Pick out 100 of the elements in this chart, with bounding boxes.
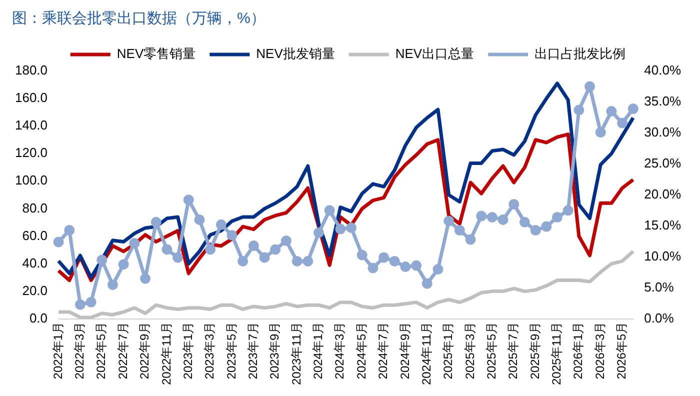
y-tick-label: 80.0 <box>22 200 48 216</box>
x-tick-label: 2025年9月 <box>528 322 542 380</box>
x-tick-label: 2022年1月 <box>50 322 65 380</box>
point <box>574 104 584 116</box>
point <box>118 259 129 270</box>
y2-tick-label: 30.0% <box>644 124 682 140</box>
y2-tick-label: 15.0% <box>644 217 682 232</box>
x-tick-label: 2024年7月 <box>376 322 390 380</box>
x-tick-label: 2024年11月 <box>419 322 434 386</box>
point <box>150 216 162 228</box>
point <box>628 104 638 114</box>
x-tick-label: 2023年11月 <box>289 322 304 386</box>
point <box>498 214 508 225</box>
point <box>129 238 140 249</box>
y-tick-label: 60.0 <box>22 228 48 243</box>
x-tick-label: 2026年1月 <box>571 322 586 380</box>
point <box>86 296 96 308</box>
y2-tick-label: 0.0% <box>644 310 674 326</box>
x-tick-label: 2023年9月 <box>268 322 282 380</box>
point <box>606 106 617 117</box>
legend-label: NEV批发销量 <box>256 46 335 62</box>
y2-tick-label: 25.0% <box>644 156 682 171</box>
point <box>205 244 216 255</box>
x-tick-label: 2025年3月 <box>462 322 477 380</box>
point <box>444 216 454 226</box>
point <box>162 244 172 255</box>
point <box>313 227 324 238</box>
point <box>389 256 400 266</box>
point <box>226 230 238 240</box>
x-tick-label: 2023年3月 <box>202 322 217 380</box>
x-tick-label: 2026年5月 <box>614 322 629 380</box>
point <box>194 214 205 225</box>
point <box>465 234 476 245</box>
point <box>584 81 596 92</box>
y-tick-label: 140.0 <box>14 118 48 133</box>
point <box>335 224 346 234</box>
x-tick-label: 2023年1月 <box>180 322 195 380</box>
x-tick-label: 2024年3月 <box>332 322 347 380</box>
point <box>454 224 465 236</box>
y-tick-label: 160.0 <box>14 90 48 106</box>
y-tick-label: 180.0 <box>14 62 48 78</box>
point <box>486 212 498 222</box>
point <box>400 262 411 272</box>
y2-tick-label: 5.0% <box>644 279 674 294</box>
x-tick-label: 2025年1月 <box>441 322 456 380</box>
point <box>476 210 487 222</box>
x-tick-label: 2022年9月 <box>138 322 152 380</box>
point <box>508 198 520 210</box>
point <box>324 205 335 216</box>
x-tick-label: 2022年3月 <box>72 322 87 380</box>
x-tick-label: 2023年7月 <box>246 322 260 380</box>
legend-label: 出口占批发比例 <box>534 46 626 62</box>
y-tick-label: 40.0 <box>22 255 48 270</box>
chart-title: 图：乘联会批零出口数据（万辆，%） <box>12 10 266 28</box>
point <box>519 216 530 228</box>
y-tick-label: 0.0 <box>29 310 48 326</box>
point <box>368 262 378 274</box>
point <box>617 118 628 128</box>
x-tick-label: 2025年5月 <box>484 322 499 380</box>
point <box>53 236 64 248</box>
point <box>302 256 314 266</box>
x-tick-label: 2024年5月 <box>354 322 368 380</box>
y2-tick-label: 35.0% <box>644 94 682 109</box>
point <box>248 240 259 251</box>
point <box>216 219 226 230</box>
point <box>422 278 432 289</box>
point <box>292 256 302 266</box>
point <box>541 221 552 232</box>
x-tick-label: 2022年7月 <box>116 322 130 380</box>
point <box>411 260 422 271</box>
point <box>74 299 86 310</box>
y-tick-label: 20.0 <box>22 282 48 298</box>
y-tick-label: 100.0 <box>14 172 48 188</box>
x-tick-label: 2023年5月 <box>224 322 238 380</box>
x-tick-label: 2022年5月 <box>94 322 108 380</box>
point <box>107 280 118 290</box>
point <box>552 212 562 222</box>
point <box>238 256 248 266</box>
point <box>595 127 606 138</box>
point <box>172 252 184 263</box>
point <box>346 222 357 234</box>
x-tick-label: 2022年11月 <box>159 322 174 386</box>
point <box>432 264 444 275</box>
x-tick-label: 2025年7月 <box>506 322 520 380</box>
point <box>378 252 390 263</box>
point <box>64 224 75 236</box>
point <box>562 205 574 216</box>
y-tick-label: 120.0 <box>14 145 48 160</box>
point <box>259 252 270 263</box>
x-tick-label: 2026年3月 <box>592 322 607 380</box>
point <box>280 236 292 246</box>
point <box>270 244 281 255</box>
point <box>356 250 368 260</box>
legend-label: NEV零售销量 <box>116 46 196 62</box>
x-tick-label: 2024年1月 <box>311 322 326 380</box>
y2-tick-label: 10.0% <box>644 248 682 264</box>
x-tick-label: 2025年11月 <box>550 322 564 386</box>
legend-label: NEV出口总量 <box>395 46 474 62</box>
point <box>183 194 194 206</box>
x-tick-label: 2024年9月 <box>398 322 412 380</box>
